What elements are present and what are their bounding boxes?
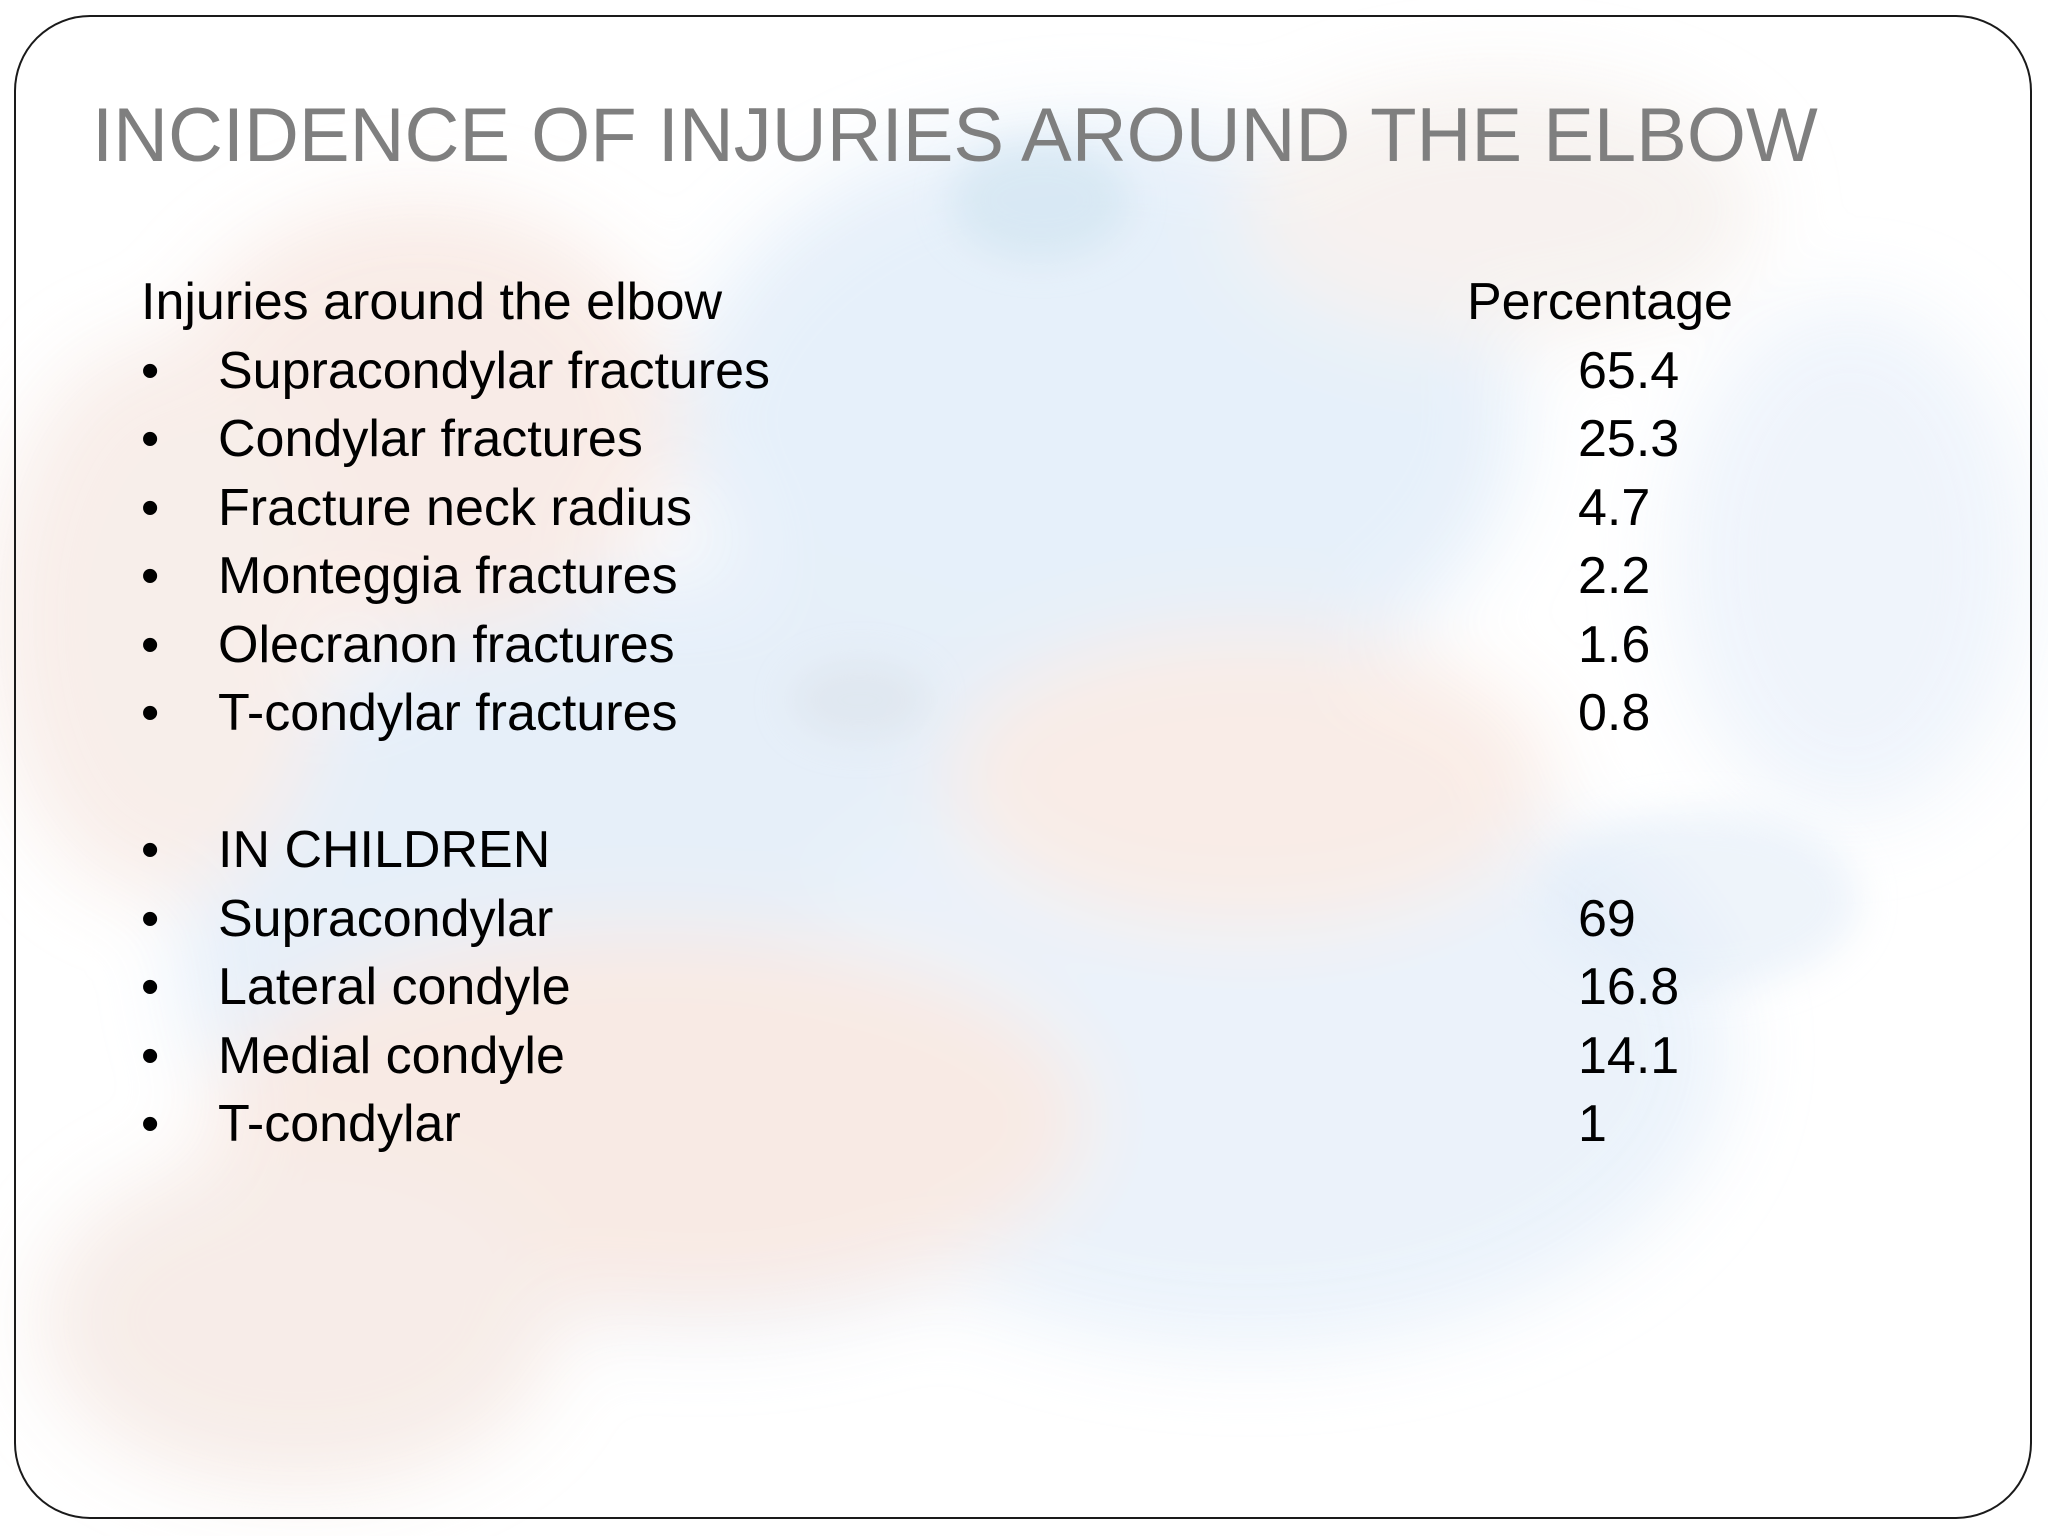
injury-label: Monteggia fractures [218, 547, 678, 605]
injury-percentage: 25.3 [1578, 410, 1680, 468]
bullet-glyph: • [141, 615, 160, 674]
table-row: • T-condylar fractures 0.8 [141, 679, 1841, 748]
injury-label: Medial condyle [218, 1026, 565, 1085]
children-heading: IN CHILDREN [218, 821, 551, 879]
table-row: • Condylar fractures 25.3 [141, 405, 1841, 474]
row-spacer [141, 748, 1841, 817]
injury-percentage: 1 [1578, 1095, 1607, 1153]
table-row: • T-condylar 1 [141, 1090, 1841, 1159]
injury-percentage: 0.8 [1578, 684, 1651, 742]
injury-label: Fracture neck radius [218, 478, 692, 537]
injury-label: Olecranon fractures [218, 615, 675, 674]
injury-label: Supracondylar fractures [218, 341, 771, 400]
column-header-percentage: Percentage [1467, 273, 1733, 331]
injury-label: T-condylar fractures [218, 684, 678, 742]
bullet-glyph: • [141, 478, 160, 537]
bullet-glyph: • [141, 889, 160, 948]
bullet-glyph: • [141, 341, 160, 400]
injury-percentage: 16.8 [1578, 958, 1680, 1016]
table-row: • Medial condyle 14.1 [141, 1022, 1841, 1091]
slide-title: INCIDENCE OF INJURIES AROUND THE ELBOW [92, 93, 1818, 178]
injury-label: Condylar fractures [218, 410, 643, 468]
injury-label: T-condylar [218, 1095, 461, 1153]
injury-percentage: 2.2 [1578, 547, 1651, 605]
table-row: • Lateral condyle 16.8 [141, 953, 1841, 1022]
table-row: • Olecranon fractures 1.6 [141, 611, 1841, 680]
table-row: • Supracondylar 69 [141, 885, 1841, 954]
injury-percentage: 65.4 [1578, 341, 1680, 400]
bullet-glyph: • [141, 410, 160, 468]
injury-percentage: 1.6 [1578, 615, 1651, 674]
bullet-glyph: • [141, 821, 160, 879]
injury-label: Supracondylar [218, 889, 554, 948]
bullet-glyph: • [141, 684, 160, 742]
bullet-glyph: • [141, 547, 160, 605]
bullet-glyph: • [141, 1026, 160, 1085]
table-header-row: Injuries around the elbow Percentage [141, 268, 1841, 337]
column-header-injury: Injuries around the elbow [141, 273, 723, 331]
injury-label: Lateral condyle [218, 958, 571, 1016]
table-row: • Monteggia fractures 2.2 [141, 542, 1841, 611]
table-row: • Fracture neck radius 4.7 [141, 474, 1841, 543]
bullet-glyph: • [141, 1095, 160, 1153]
children-heading-row: • IN CHILDREN [141, 816, 1841, 885]
injury-percentage: 4.7 [1578, 478, 1651, 537]
bullet-glyph: • [141, 958, 160, 1016]
table-row: • Supracondylar fractures 65.4 [141, 337, 1841, 406]
injury-table: Injuries around the elbow Percentage • S… [141, 268, 1841, 1159]
injury-percentage: 14.1 [1578, 1026, 1680, 1085]
injury-percentage: 69 [1578, 889, 1636, 948]
